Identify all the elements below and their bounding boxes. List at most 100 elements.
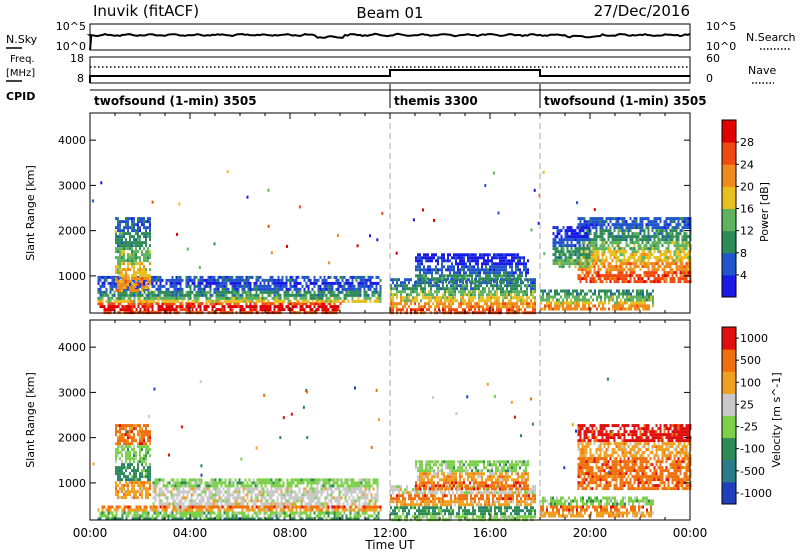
heatmap-cell [129, 253, 131, 257]
heatmap-cell [419, 259, 421, 263]
heatmap-cell [427, 271, 429, 275]
heatmap-cell [510, 299, 512, 303]
heatmap-cell [448, 308, 450, 312]
heatmap-cell [281, 275, 284, 279]
heatmap-cell [117, 241, 119, 245]
heatmap-cell [582, 295, 584, 299]
heatmap-cell [566, 298, 568, 302]
heatmap-cell [333, 290, 336, 294]
heatmap-cell [179, 296, 182, 300]
heatmap-cell [632, 301, 634, 305]
heatmap-cell [446, 305, 448, 309]
heatmap-cell [588, 256, 591, 260]
heatmap-cell [371, 275, 374, 279]
heatmap-cell [596, 298, 598, 302]
heatmap-cell [246, 484, 249, 488]
heatmap-cell [396, 284, 398, 288]
heatmap-cell [534, 296, 536, 300]
heatmap-cell [467, 256, 469, 260]
heatmap-cell [139, 262, 141, 266]
heatmap-cell [314, 490, 317, 494]
heatmap-cell [337, 299, 340, 303]
heatmap-cell [402, 305, 404, 309]
heatmap-cell [301, 293, 304, 297]
heatmap-cell [312, 490, 315, 494]
heatmap-cell [593, 250, 596, 254]
heatmap-cell [199, 281, 202, 285]
heatmap-cell [353, 293, 356, 297]
heatmap-cell [454, 290, 456, 294]
heatmap-cell [185, 305, 188, 309]
heatmap-cell [357, 296, 360, 300]
heatmap-cell [645, 241, 648, 245]
heatmap-cell [636, 292, 638, 296]
heatmap-cell [452, 296, 454, 300]
heatmap-cell [177, 281, 180, 285]
heatmap-cell [495, 280, 497, 284]
heatmap-cell [499, 265, 501, 269]
heatmap-cell [574, 253, 577, 257]
heatmap-cell [431, 274, 433, 278]
heatmap-cell [629, 247, 632, 251]
heatmap-cell [219, 290, 222, 294]
heatmap-cell [235, 278, 238, 282]
heatmap-cell [597, 223, 600, 227]
heatmap-cell [355, 278, 358, 282]
heatmap-cell [457, 256, 459, 260]
heatmap-cell [426, 293, 428, 297]
heatmap-cell [99, 287, 102, 291]
heatmap-cell [99, 302, 102, 306]
heatmap-cell [202, 487, 205, 491]
heatmap-cell [244, 487, 247, 491]
heatmap-cell [635, 238, 638, 242]
heatmap-cell [180, 484, 183, 488]
heatmap-cell [639, 274, 642, 278]
heatmap-cell [635, 217, 638, 221]
heatmap-cell [159, 284, 162, 288]
heatmap-cell [260, 478, 263, 482]
heatmap-cell [661, 244, 664, 248]
heatmap-cell [325, 308, 328, 312]
heatmap-cell [589, 268, 592, 272]
heatmap-cell [143, 220, 145, 224]
heatmap-cell [284, 490, 287, 494]
heatmap-cell [171, 302, 174, 306]
heatmap-cell [177, 293, 180, 297]
heatmap-cell [143, 274, 145, 278]
heatmap-cell [626, 307, 628, 311]
heatmap-cell [229, 308, 232, 312]
heatmap-cell [643, 247, 646, 251]
heatmap-cell [262, 490, 265, 494]
heatmap-cell [601, 262, 604, 266]
heatmap-cell [576, 232, 579, 236]
heatmap-cell [459, 268, 461, 272]
heatmap-cell [272, 493, 275, 497]
heatmap-cell [589, 220, 592, 224]
heatmap-cell [564, 301, 566, 305]
heatmap-cell [450, 302, 452, 306]
heatmap-cell [430, 293, 432, 297]
heatmap-cell [404, 287, 406, 291]
heatmap-cell [665, 226, 668, 230]
heatmap-cell [340, 484, 343, 488]
heatmap-cell [327, 290, 330, 294]
heatmap-cell [192, 484, 195, 488]
heatmap-cell [669, 229, 672, 233]
heatmap-cell [158, 490, 161, 494]
heatmap-cell [497, 256, 499, 260]
heatmap-cell [446, 284, 448, 288]
heatmap-cell [635, 265, 638, 269]
heatmap-cell [221, 278, 224, 282]
heatmap-cell [185, 308, 188, 312]
heatmap-cell [323, 302, 326, 306]
heatmap-cell [542, 298, 544, 302]
heatmap-cell [346, 481, 349, 485]
heatmap-cell [169, 281, 172, 285]
heatmap-cell [570, 235, 573, 239]
heatmap-cell [141, 220, 143, 224]
heatmap-cell [133, 256, 135, 260]
heatmap-cell [588, 307, 590, 311]
heatmap-cell [199, 290, 202, 294]
heatmap-cell [187, 284, 190, 288]
heatmap-cell [677, 223, 680, 227]
